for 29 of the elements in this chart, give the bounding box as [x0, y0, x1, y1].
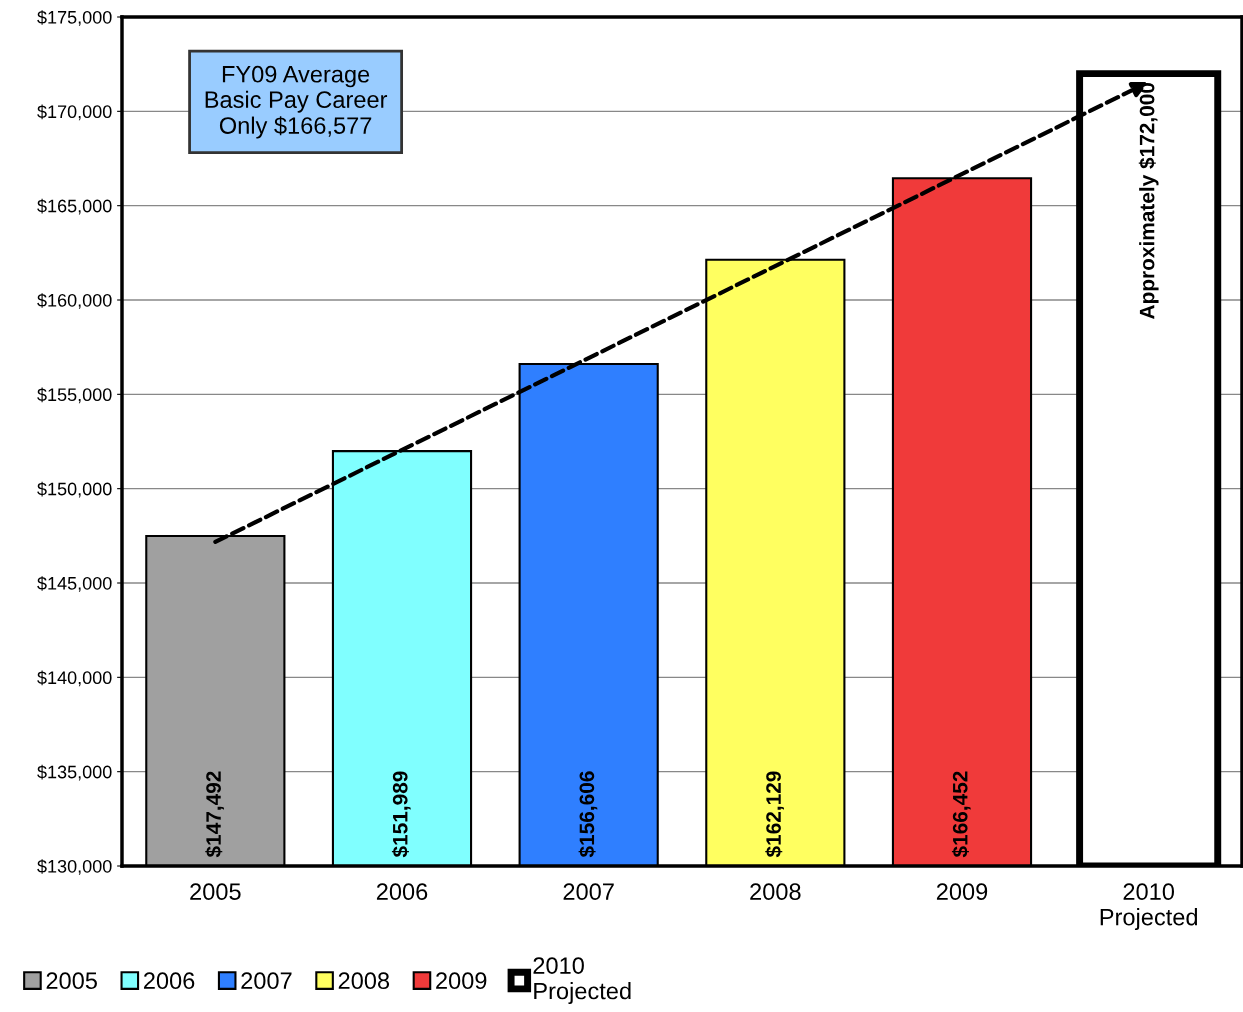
- data-label: Approximately $172,000: [1138, 82, 1159, 319]
- x-tick-label: 2008: [750, 883, 801, 901]
- legend-label: 2009: [436, 972, 487, 990]
- x-tick-label: 2010 Projected: [1100, 883, 1198, 931]
- y-tick-label: $175,000: [37, 10, 112, 26]
- data-label: $162,129: [765, 771, 784, 858]
- data-label: $151,989: [391, 771, 411, 858]
- x-tick-label: 2007: [563, 883, 614, 901]
- y-tick-label: $145,000: [37, 576, 112, 592]
- x-tick-label: 2009: [936, 883, 988, 901]
- x-tick-label: 2005: [190, 883, 241, 901]
- legend-label: 2008: [338, 972, 390, 990]
- legend-label: 2010 Projected: [533, 957, 631, 1005]
- data-label: $166,452: [951, 771, 971, 858]
- y-tick-label: $150,000: [37, 481, 112, 498]
- y-tick-label: $155,000: [37, 387, 112, 404]
- legend-label: 2007: [241, 972, 292, 990]
- x-tick-label: 2006: [376, 883, 428, 901]
- annotation: FY09 Average Basic Pay Career Only $166,577: [205, 65, 388, 139]
- y-tick-label: $165,000: [37, 198, 112, 215]
- y-tick-label: $135,000: [37, 764, 112, 781]
- data-label: $156,606: [578, 771, 598, 858]
- y-tick-label: $130,000: [37, 859, 112, 875]
- data-label: $147,492: [205, 771, 224, 858]
- legend-label: 2006: [143, 972, 195, 990]
- y-tick-label: $170,000: [37, 104, 112, 121]
- legend-label: 2005: [46, 972, 97, 990]
- y-tick-label: $160,000: [37, 293, 112, 309]
- y-tick-label: $140,000: [37, 670, 112, 687]
